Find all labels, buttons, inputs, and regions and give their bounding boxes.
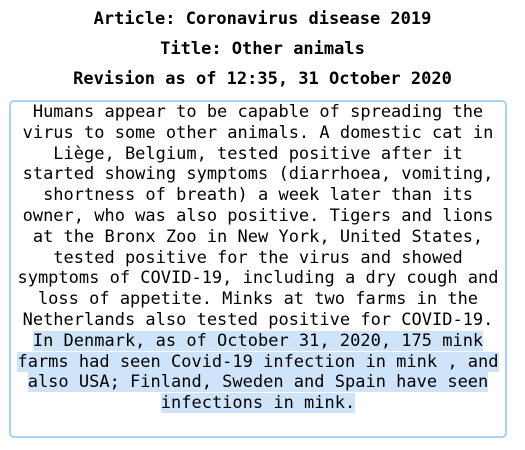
article-heading: Article: Coronavirus disease 2019 xyxy=(93,9,432,29)
article-text: Humans appear to be capable of spreading… xyxy=(17,102,499,330)
revision-label: Revision as of 12:35, 31 October 2020 xyxy=(73,69,452,89)
section-title: Title: Other animals xyxy=(160,39,365,59)
highlighted-text: In Denmark, as of October 31, 2020, 175 … xyxy=(17,330,499,414)
article-text-box: Humans appear to be capable of spreading… xyxy=(9,100,507,438)
